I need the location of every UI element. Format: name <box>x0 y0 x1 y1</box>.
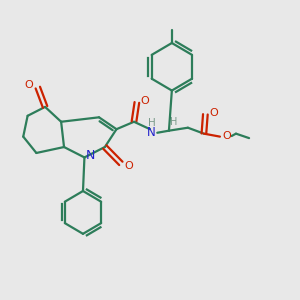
Text: O: O <box>141 96 149 106</box>
Text: O: O <box>209 108 218 118</box>
Text: O: O <box>25 80 33 90</box>
Text: N: N <box>85 149 95 162</box>
Text: O: O <box>222 131 231 141</box>
Text: O: O <box>124 161 134 171</box>
Text: H: H <box>169 117 177 128</box>
Text: H: H <box>148 118 155 128</box>
Text: N: N <box>147 126 156 139</box>
